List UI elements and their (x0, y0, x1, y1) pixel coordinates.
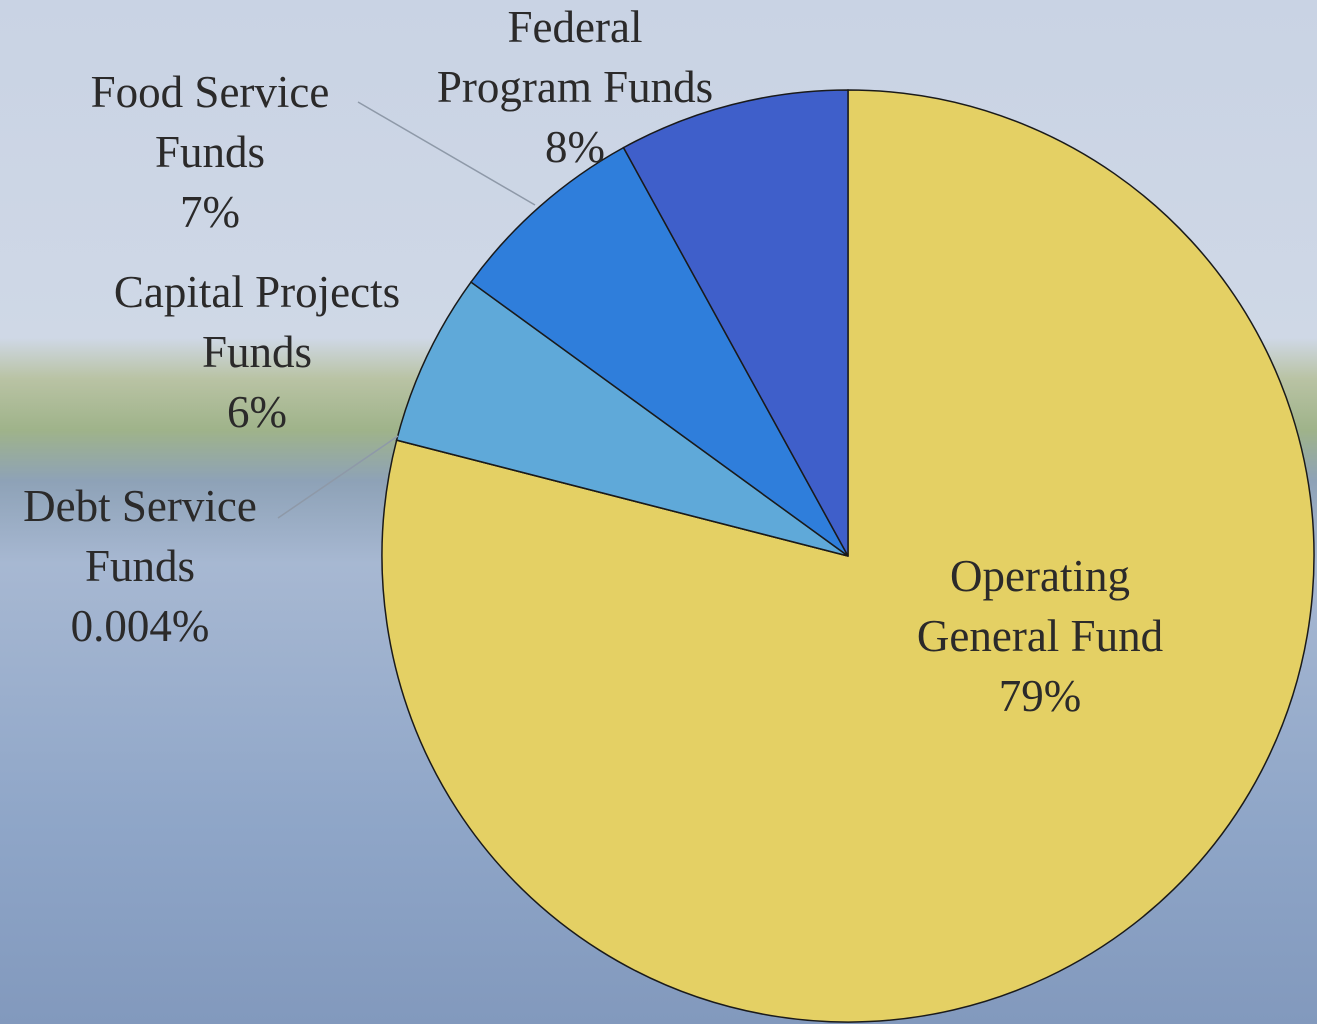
value-label: 7% (180, 187, 240, 237)
pie-slice (622, 89, 849, 557)
slice-label: Debt Service Funds 0.004% (0, 476, 370, 656)
category-label: Operating General Fund (916, 551, 1164, 661)
value-label: 6% (227, 387, 287, 437)
slice-label: Operating General Fund 79% (810, 546, 1270, 726)
category-label: Debt Service Funds (23, 481, 257, 591)
slice-label: Food Service Funds 7% (0, 62, 440, 242)
pie-slice (395, 281, 849, 557)
value-label: 0.004% (70, 601, 210, 651)
pie-slice (469, 146, 849, 557)
leader-line (357, 101, 536, 206)
category-label: Food Service Funds (90, 67, 330, 177)
value-label: 8% (545, 122, 605, 172)
slice-label: Federal Program Funds 8% (345, 0, 805, 177)
leader-line (277, 435, 399, 519)
slice-label: Capital Projects Funds 6% (27, 262, 487, 442)
category-label: Capital Projects Funds (113, 267, 401, 377)
value-label: 79% (998, 671, 1082, 721)
slices (381, 89, 1315, 1023)
category-label: Federal Program Funds (436, 2, 714, 112)
